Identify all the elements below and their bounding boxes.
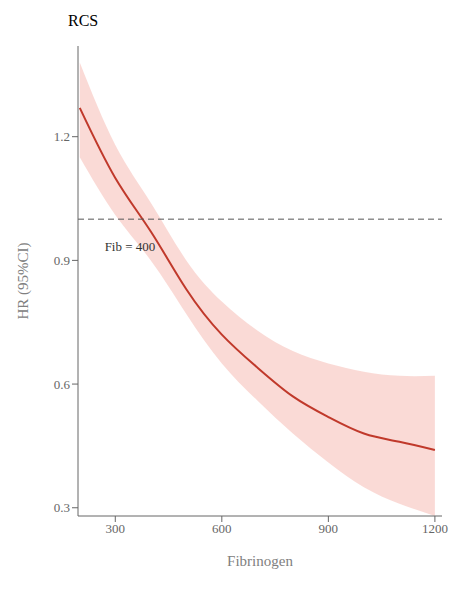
svg-text:300: 300: [106, 521, 126, 536]
svg-text:0.9: 0.9: [54, 253, 70, 268]
svg-text:600: 600: [212, 521, 232, 536]
svg-text:0.6: 0.6: [54, 377, 71, 392]
svg-text:Fib = 400: Fib = 400: [105, 239, 156, 254]
svg-text:1200: 1200: [422, 521, 448, 536]
svg-text:Fibrinogen: Fibrinogen: [227, 553, 293, 569]
svg-text:0.3: 0.3: [54, 500, 70, 515]
svg-text:900: 900: [319, 521, 339, 536]
svg-text:1.2: 1.2: [54, 129, 70, 144]
html-text:RCS: RCS: [68, 12, 99, 29]
svg-text:HR (95%CI): HR (95%CI): [15, 242, 32, 319]
